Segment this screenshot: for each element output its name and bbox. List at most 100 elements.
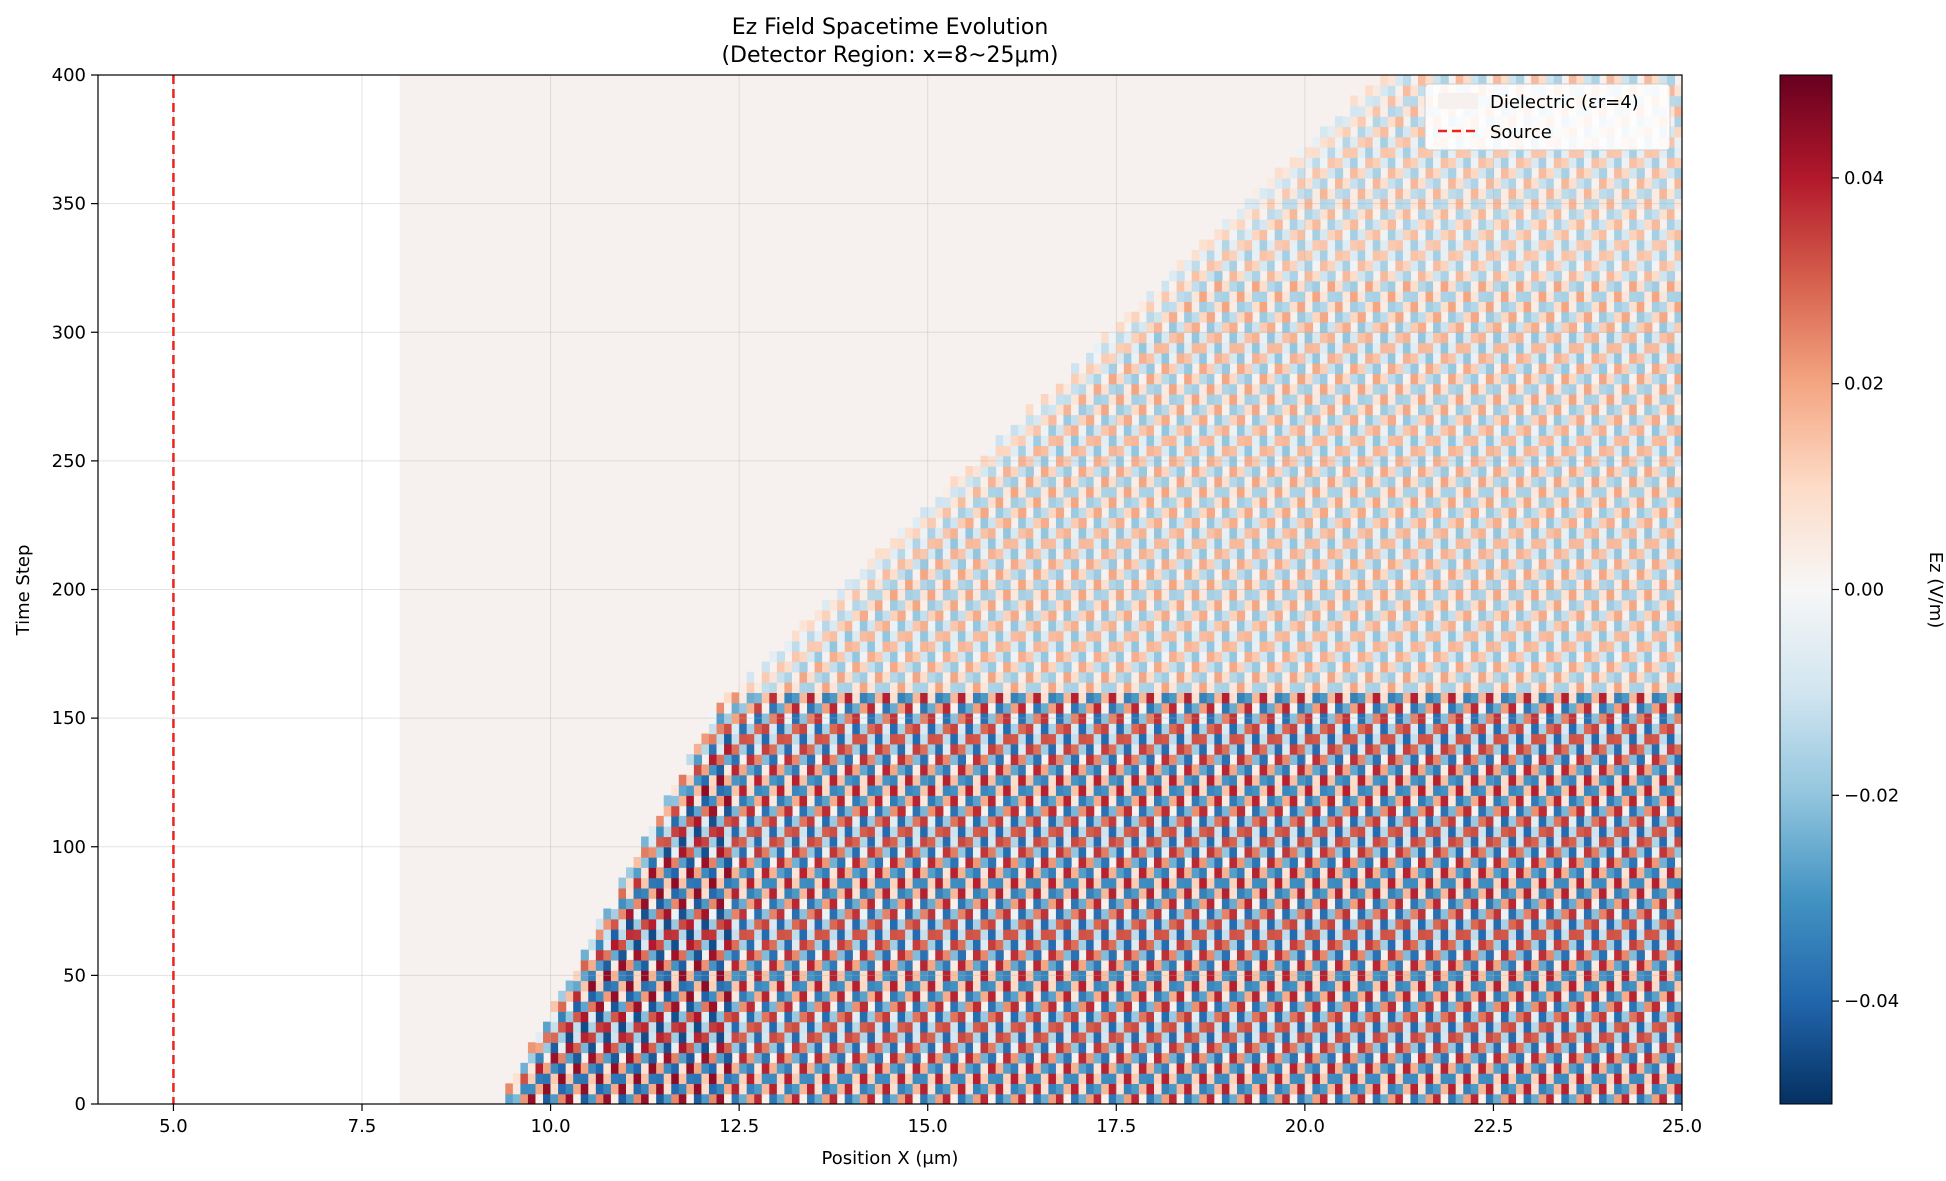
field-cell — [776, 1021, 785, 1033]
field-cell — [799, 826, 808, 838]
field-cell — [905, 712, 914, 724]
field-cell — [897, 929, 906, 940]
field-cell — [1184, 949, 1193, 961]
field-cell — [1010, 785, 1019, 796]
field-cell — [1214, 363, 1223, 375]
field-cell — [1221, 939, 1231, 951]
field-cell — [980, 1011, 989, 1023]
field-cell — [580, 1073, 589, 1085]
field-cell — [965, 661, 974, 673]
field-cell — [686, 908, 695, 920]
field-cell — [1169, 280, 1178, 292]
field-cell — [746, 1042, 755, 1054]
field-cell — [1003, 682, 1012, 693]
field-cell — [1123, 466, 1132, 477]
field-cell — [859, 939, 868, 951]
field-cell — [935, 949, 944, 961]
field-cell — [678, 1083, 687, 1095]
field-cell — [965, 682, 974, 693]
field-cell — [1071, 970, 1080, 982]
field-cell — [1101, 939, 1110, 951]
field-cell — [1063, 1062, 1072, 1074]
field-cell — [731, 929, 740, 940]
field-cell — [980, 466, 989, 477]
field-cell — [799, 815, 808, 827]
field-cell — [1003, 795, 1012, 807]
field-cell — [731, 877, 740, 889]
field-cell — [837, 929, 846, 940]
field-cell — [588, 970, 597, 982]
field-cell — [1214, 774, 1223, 786]
field-cell — [1244, 321, 1253, 333]
field-cell — [1040, 929, 1049, 940]
field-cell — [957, 836, 967, 848]
field-cell — [1093, 908, 1102, 920]
field-cell — [920, 1093, 929, 1104]
field-cell — [784, 908, 793, 920]
field-cell — [1191, 651, 1200, 663]
field-cell — [995, 980, 1004, 992]
field-cell — [724, 877, 733, 889]
field-cell — [814, 908, 823, 920]
field-cell — [739, 1021, 748, 1033]
field-cell — [716, 857, 725, 868]
field-cell — [912, 1021, 921, 1033]
field-cell — [837, 836, 846, 848]
field-cell — [1093, 507, 1102, 519]
field-cell — [897, 1052, 906, 1064]
field-cell — [1244, 918, 1253, 930]
field-cell — [1206, 1011, 1215, 1023]
field-cell — [1138, 918, 1148, 930]
field-cell — [950, 1011, 959, 1023]
field-cell — [784, 1042, 793, 1054]
field-cell — [1191, 908, 1200, 920]
field-cell — [1206, 404, 1215, 416]
field-cell — [1236, 702, 1246, 714]
field-cell — [731, 826, 740, 838]
field-cell — [1176, 1011, 1185, 1023]
field-cell — [867, 785, 876, 796]
field-cell — [882, 815, 891, 827]
field-cell — [1229, 414, 1238, 426]
field-cell — [874, 774, 884, 786]
field-cell — [905, 723, 914, 735]
field-cell — [776, 990, 785, 1002]
field-cell — [1191, 599, 1200, 611]
field-cell — [874, 1052, 884, 1064]
field-cell — [761, 661, 770, 673]
field-cell — [1048, 1042, 1057, 1054]
field-cell — [1176, 702, 1185, 714]
field-cell — [1199, 1011, 1208, 1023]
field-cell — [852, 826, 861, 838]
field-cell — [1191, 1073, 1200, 1085]
field-cell — [1048, 877, 1057, 889]
field-cell — [739, 785, 748, 796]
field-cell — [1123, 1073, 1132, 1085]
field-cell — [761, 826, 770, 838]
field-cell — [1206, 785, 1215, 796]
field-cell — [882, 774, 891, 786]
field-cell — [867, 929, 876, 940]
field-cell — [686, 970, 695, 982]
field-cell — [859, 610, 868, 621]
field-cell — [1010, 651, 1019, 663]
field-cell — [746, 959, 755, 971]
field-cell — [1116, 846, 1125, 858]
field-cell — [1003, 538, 1012, 549]
field-cell — [1146, 1031, 1155, 1043]
field-cell — [1003, 887, 1012, 899]
field-cell — [980, 671, 989, 683]
field-cell — [1221, 651, 1231, 663]
field-cell — [1086, 1031, 1095, 1043]
field-cell — [626, 867, 635, 879]
field-cell — [1191, 733, 1200, 745]
field-cell — [912, 826, 921, 838]
field-cell — [1131, 363, 1140, 375]
field-cell — [950, 743, 959, 755]
field-cell — [648, 1021, 657, 1033]
field-cell — [1206, 301, 1215, 313]
field-cell — [988, 929, 997, 940]
field-cell — [1199, 712, 1208, 724]
field-cell — [1093, 846, 1102, 858]
field-cell — [1236, 939, 1246, 951]
